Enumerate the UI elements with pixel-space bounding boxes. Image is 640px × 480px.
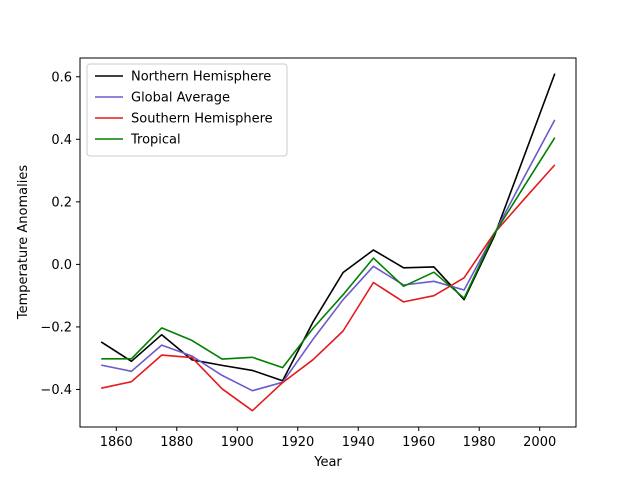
x-axis-label: Year [313,455,342,470]
y-tick-label: 0.4 [51,133,72,148]
series-line-tropical [101,137,556,369]
legend: Northern Hemisphere Global Average Souther… [86,63,288,157]
series-line-southern-hemisphere [101,164,556,412]
x-axis: 1860 1880 1900 1920 1940 1960 1980 2000 [100,427,556,450]
x-tick-label: 1920 [281,435,314,450]
series-line-northern-hemisphere [100,73,556,382]
y-tick-label: 0.2 [51,195,72,210]
series-line-global-average [101,119,556,392]
x-tick-label: 1980 [463,435,496,450]
y-tick-label: −0.2 [40,320,72,335]
y-tick-label: 0.0 [51,258,72,273]
series-layer [100,73,556,412]
legend-label: Southern Hemisphere [131,112,273,127]
y-tick-label: 0.6 [51,70,72,85]
x-tick-label: 1900 [221,435,254,450]
y-axis-label: Temperature Anomalies [16,165,31,320]
legend-box [86,63,288,157]
x-tick-label: 2000 [523,435,556,450]
y-axis: −0.4 −0.2 0.0 0.2 0.4 0.6 [40,70,80,398]
x-tick-label: 1880 [160,435,193,450]
y-tick-label: −0.4 [40,383,72,398]
legend-label: Northern Hemisphere [131,70,271,85]
plot-area [79,57,577,428]
legend-label: Global Average [131,91,230,106]
axes-frame [79,57,577,428]
x-tick-label: 1960 [402,435,435,450]
x-tick-label: 1860 [100,435,133,450]
x-tick-label: 1940 [342,435,375,450]
legend-label: Tropical [130,133,181,148]
